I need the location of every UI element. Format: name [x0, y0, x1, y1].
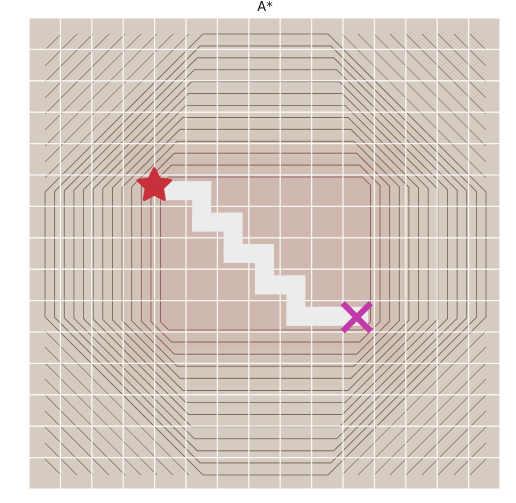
contour-corner-line: [44, 346, 174, 476]
contour-corner-line: [44, 33, 62, 51]
contour-corner-line: [469, 458, 487, 476]
contour-corner-line: [469, 33, 487, 51]
contour-corner-line: [44, 33, 158, 147]
contour-line: [131, 140, 400, 367]
contour-corner-line: [421, 410, 487, 476]
contour-line: [150, 164, 381, 343]
grid-lines: [28, 17, 501, 490]
contour-line: [102, 105, 429, 403]
contour-corner-line: [44, 33, 110, 99]
contour-line: [160, 176, 371, 331]
contour-corner-line: [421, 33, 487, 99]
contour-line: [73, 69, 458, 440]
contour-lines: [44, 33, 487, 476]
contour-line: [140, 152, 391, 355]
contour-corner-line: [405, 394, 487, 476]
contour-corner-line: [44, 330, 190, 476]
contour-corner-line: [373, 362, 487, 476]
contour-corner-line: [44, 33, 190, 179]
contour-corner-line: [44, 394, 126, 476]
contour-corner-line: [373, 33, 487, 147]
contour-line: [54, 45, 477, 464]
contour-corner-line: [44, 362, 158, 476]
contour-line: [112, 117, 419, 391]
contour-corner-line: [453, 442, 487, 476]
goal-cross-icon: [340, 301, 373, 334]
contour-corner-line: [405, 33, 487, 115]
contour-corner-line: [44, 458, 62, 476]
markers: [136, 167, 373, 334]
contour-corner-line: [437, 426, 487, 476]
contour-corner-line: [437, 33, 487, 83]
contour-corner-line: [44, 33, 174, 163]
contour-corner-line: [357, 346, 487, 476]
start-star-icon: [136, 167, 172, 201]
contour-corner-line: [44, 33, 94, 83]
contour-line: [121, 128, 410, 379]
contour-corner-line: [44, 33, 126, 115]
goal-cross-stroke: [340, 301, 373, 334]
diagram-title: A*: [257, 0, 273, 15]
contour-line: [44, 33, 487, 476]
contour-corner-line: [357, 33, 487, 163]
contour-corner-line: [341, 33, 487, 179]
contour-corner-line: [341, 330, 487, 476]
contour-line: [63, 57, 468, 452]
contour-corner-line: [44, 410, 110, 476]
contour-corner-line: [44, 426, 94, 476]
